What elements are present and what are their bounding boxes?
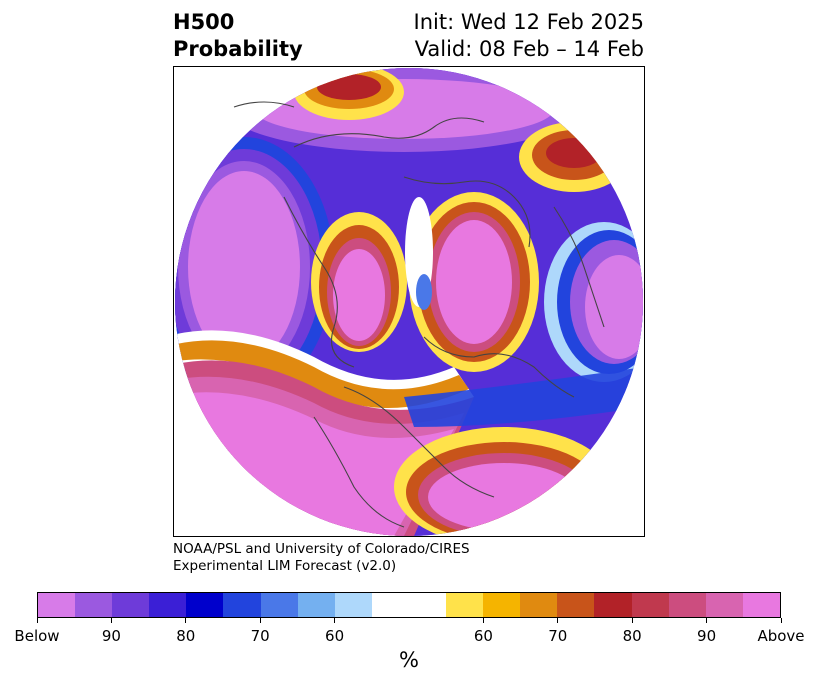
colorbar-segment xyxy=(742,593,780,617)
credit-line-2: Experimental LIM Forecast (v2.0) xyxy=(173,558,397,574)
colorbar-segment xyxy=(38,593,76,617)
colorbar-segment xyxy=(520,593,558,617)
coastlines xyxy=(233,101,605,528)
title-right: Init: Wed 12 Feb 2025 Valid: 08 Feb – 14… xyxy=(414,9,644,63)
colorbar-segment xyxy=(149,593,187,617)
colorbar-tick-label: 60 xyxy=(325,627,345,645)
colorbar-segment xyxy=(223,593,261,617)
colorbar-segment xyxy=(112,593,150,617)
title-left: H500 Probability xyxy=(173,9,303,63)
colorbar-segment xyxy=(668,593,706,617)
colorbar-tick-mark xyxy=(780,618,782,623)
colorbar-tick-mark xyxy=(706,618,708,623)
colorbar-tick-label: 80 xyxy=(622,627,642,645)
credit-line-1: NOAA/PSL and University of Colorado/CIRE… xyxy=(173,541,470,557)
colorbar-segment xyxy=(260,593,298,617)
colorbar-segment xyxy=(705,593,743,617)
colorbar-segment xyxy=(371,593,447,617)
colorbar-segment xyxy=(186,593,224,617)
colorbar-tick-mark xyxy=(259,618,261,623)
colorbar-segment xyxy=(75,593,113,617)
init-label: Init: Wed 12 Feb 2025 xyxy=(413,10,644,34)
colorbar-tick-mark xyxy=(482,618,484,623)
colorbar-tick-label: 70 xyxy=(250,627,270,645)
colorbar-segment xyxy=(334,593,372,617)
colorbar-tick-mark xyxy=(557,618,559,623)
valid-label: Valid: 08 Feb – 14 Feb xyxy=(414,37,644,61)
colorbar-tick-mark xyxy=(36,618,38,623)
probability-map xyxy=(175,68,643,536)
colorbar-segment xyxy=(594,593,632,617)
colorbar-tick-label: Above xyxy=(757,627,805,645)
colorbar-segment xyxy=(297,593,335,617)
colorbar-tick-label: 90 xyxy=(697,627,717,645)
colorbar-units: % xyxy=(399,648,419,672)
colorbar-segment xyxy=(631,593,669,617)
colorbar-tick-label: 70 xyxy=(548,627,568,645)
colorbar-tick-mark xyxy=(631,618,633,623)
credit: NOAA/PSL and University of Colorado/CIRE… xyxy=(173,541,470,575)
colorbar-tick-label: Below xyxy=(14,627,60,645)
colorbar-segment xyxy=(483,593,521,617)
colorbar-tick-label: 80 xyxy=(176,627,196,645)
colorbar-tick-mark xyxy=(334,618,336,623)
colorbar-segment xyxy=(557,593,595,617)
map-panel xyxy=(173,66,645,537)
colorbar-tick-label: 60 xyxy=(473,627,493,645)
colorbar-tick-mark xyxy=(110,618,112,623)
product-label: Probability xyxy=(173,37,303,61)
colorbar-tick-label: 90 xyxy=(101,627,121,645)
colorbar xyxy=(37,592,781,618)
variable-label: H500 xyxy=(173,10,235,34)
colorbar-segment xyxy=(446,593,484,617)
colorbar-tick-mark xyxy=(185,618,187,623)
